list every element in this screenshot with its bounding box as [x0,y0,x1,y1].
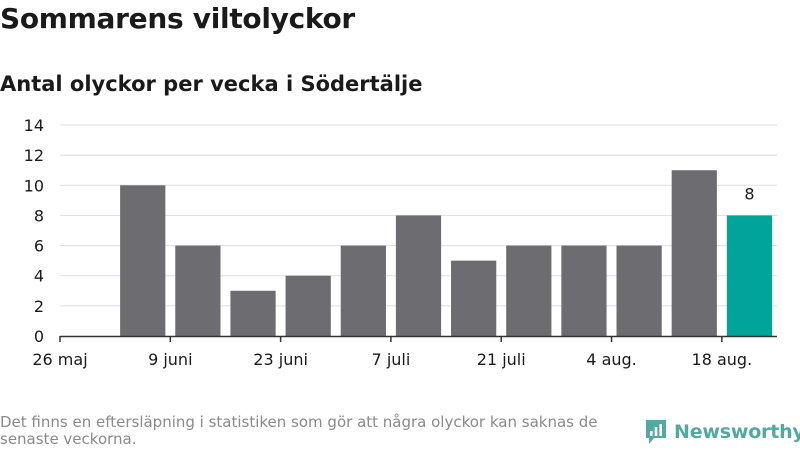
y-tick-label: 10 [24,176,44,195]
y-tick-label: 2 [34,297,44,316]
x-tick-label: 21 juli [477,350,526,369]
footnote: Det finns en eftersläpning i statistiken… [0,413,598,448]
newsworthy-logo: Newsworthy [644,418,800,446]
bar [726,215,773,336]
bar-chart: 0 2 4 6 8 10 12 14 8 26 maj 9 juni 23 juni 7 juli 21 … [24,116,777,369]
bar [285,275,331,336]
x-tick-label: 18 aug. [692,350,753,369]
newsworthy-logo-icon [646,420,666,444]
y-tick-label: 12 [24,146,44,165]
chart-subtitle: Antal olyckor per vecka i Södertälje [0,72,423,96]
x-tick-label: 7 juli [372,350,411,369]
bar [451,260,497,336]
bar [230,290,276,336]
bar [616,245,662,336]
bar [561,245,607,336]
y-tick-label: 6 [34,237,44,256]
bar [120,185,166,336]
chart-title: Sommarens viltolyckor [0,2,355,35]
bar [395,215,442,336]
bar [340,245,386,336]
brand-name: Newsworthy [674,421,800,443]
y-tick-label: 4 [34,267,44,286]
x-tick-label: 23 juni [253,350,308,369]
x-tick-label: 26 maj [32,350,87,369]
bar-value-label: 8 [744,184,754,203]
bar [671,170,717,336]
y-tick-label: 8 [34,206,44,225]
x-tick-label: 4 aug. [586,350,636,369]
x-tick-label: 9 juni [148,350,192,369]
bar [175,245,221,336]
y-tick-label: 0 [34,327,44,346]
bar [506,245,552,336]
y-tick-label: 14 [24,116,44,135]
